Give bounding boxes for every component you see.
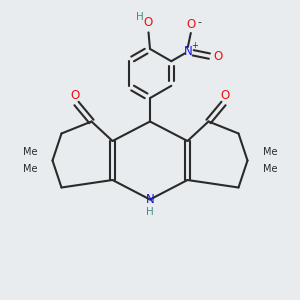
Text: O: O [70,88,80,102]
Text: Me: Me [263,147,277,157]
Text: Me: Me [263,164,277,174]
Text: N: N [183,45,192,58]
Text: H: H [146,207,154,217]
Text: H: H [136,11,143,22]
Text: +: + [191,40,198,50]
Text: N: N [146,193,154,206]
Text: O: O [220,88,230,102]
Text: Me: Me [23,164,37,174]
Text: -: - [197,16,201,27]
Text: O: O [143,16,152,29]
Text: O: O [186,18,195,31]
Text: O: O [213,50,222,63]
Text: Me: Me [23,147,37,157]
